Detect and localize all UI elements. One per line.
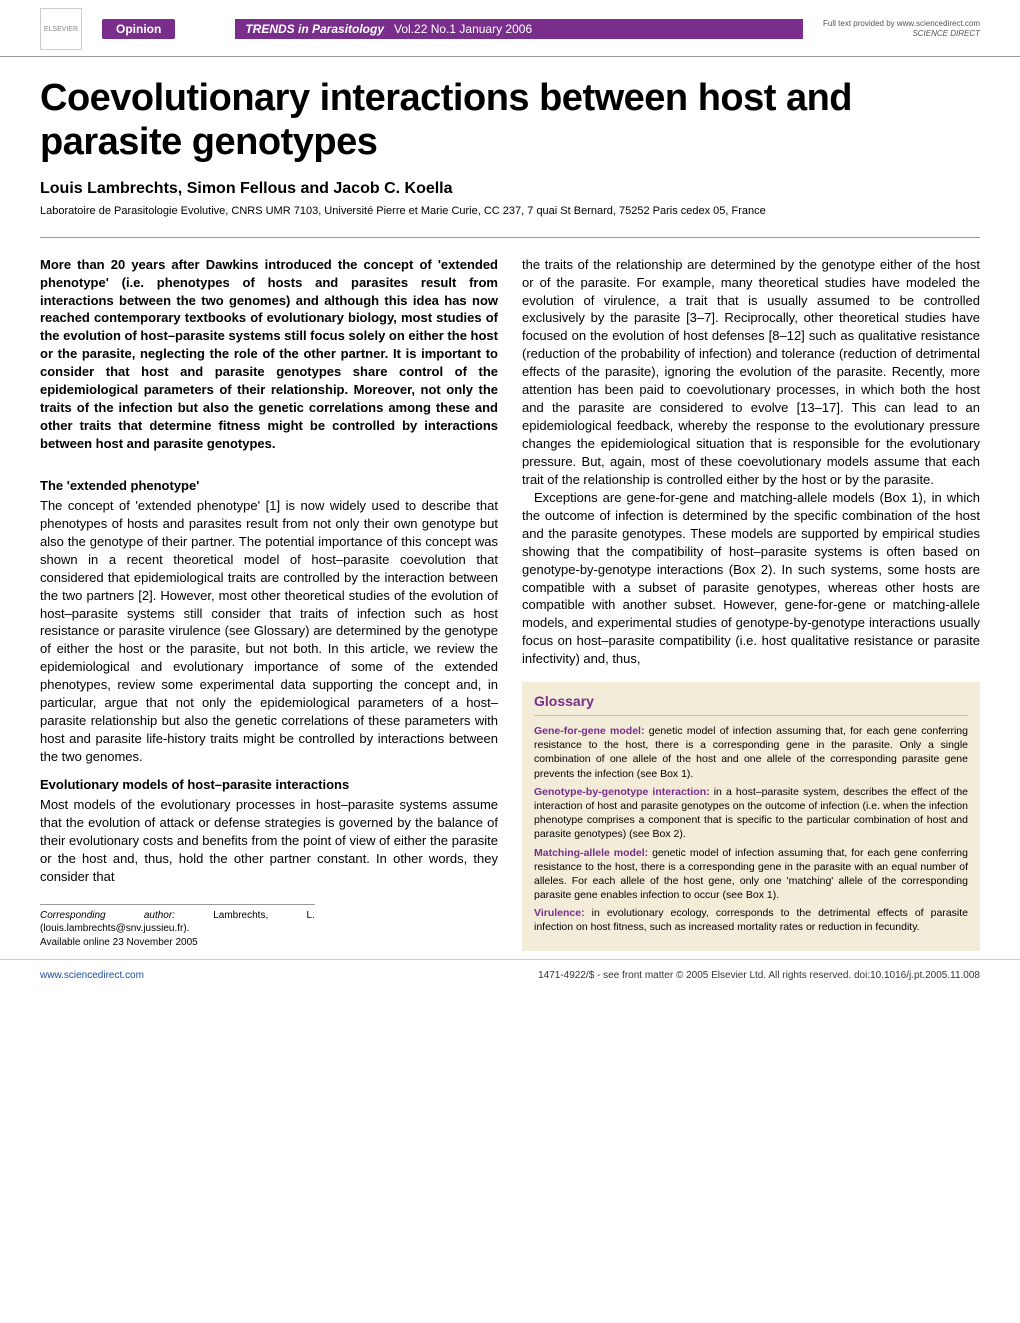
- glossary-title: Glossary: [534, 692, 968, 716]
- journal-issue: Vol.22 No.1 January 2006: [394, 22, 532, 36]
- available-online: Available online 23 November 2005: [40, 937, 198, 948]
- footer-copyright: 1471-4922/$ - see front matter © 2005 El…: [538, 970, 980, 981]
- body-paragraph: the traits of the relationship are deter…: [522, 256, 980, 489]
- provider-line-1: Full text provided by www.sciencedirect.…: [823, 19, 980, 29]
- article-title: Coevolutionary interactions between host…: [0, 57, 1020, 172]
- glossary-term: Genotype-by-genotype interaction:: [534, 786, 710, 798]
- body-paragraph: Most models of the evolutionary processe…: [40, 796, 498, 886]
- title-rule: [40, 237, 980, 238]
- article-authors: Louis Lambrechts, Simon Fellous and Jaco…: [0, 172, 1020, 204]
- glossary-entry: Genotype-by-genotype interaction: in a h…: [534, 785, 968, 842]
- glossary-term: Matching-allele model:: [534, 847, 648, 859]
- article-affiliation: Laboratoire de Parasitologie Evolutive, …: [0, 204, 1020, 236]
- publisher-logo: ELSEVIER: [40, 8, 82, 50]
- section-label: Opinion: [102, 19, 175, 39]
- provider-box: Full text provided by www.sciencedirect.…: [823, 19, 980, 38]
- right-column: the traits of the relationship are deter…: [522, 256, 980, 951]
- glossary-term: Gene-for-gene model:: [534, 725, 644, 737]
- glossary-entry: Matching-allele model: genetic model of …: [534, 846, 968, 903]
- glossary-entry: Virulence: in evolutionary ecology, corr…: [534, 906, 968, 934]
- body-paragraph: Exceptions are gene-for-gene and matchin…: [522, 489, 980, 668]
- publisher-logo-text: ELSEVIER: [44, 26, 78, 33]
- glossary-entry: Gene-for-gene model: genetic model of in…: [534, 724, 968, 781]
- left-column: More than 20 years after Dawkins introdu…: [40, 256, 498, 951]
- footer-url[interactable]: www.sciencedirect.com: [40, 970, 144, 981]
- journal-bar: TRENDS in Parasitology Vol.22 No.1 Janua…: [235, 19, 803, 39]
- section-heading: Evolutionary models of host–parasite int…: [40, 776, 498, 794]
- body-paragraph: The concept of 'extended phenotype' [1] …: [40, 497, 498, 766]
- abstract: More than 20 years after Dawkins introdu…: [40, 256, 498, 453]
- glossary-box: Glossary Gene-for-gene model: genetic mo…: [522, 682, 980, 950]
- provider-line-2: SCIENCE DIRECT: [823, 29, 980, 39]
- corresponding-label: Corresponding author:: [40, 910, 175, 921]
- page-footer: www.sciencedirect.com 1471-4922/$ - see …: [0, 959, 1020, 995]
- journal-name: TRENDS in Parasitology: [245, 22, 384, 36]
- top-bar: ELSEVIER Opinion TRENDS in Parasitology …: [0, 0, 1020, 57]
- glossary-def: in evolutionary ecology, corresponds to …: [534, 907, 968, 933]
- body-columns: More than 20 years after Dawkins introdu…: [0, 256, 1020, 951]
- corresponding-author: Corresponding author: Lambrechts, L. (lo…: [40, 904, 315, 950]
- page: ELSEVIER Opinion TRENDS in Parasitology …: [0, 0, 1020, 995]
- section-heading: The 'extended phenotype': [40, 477, 498, 495]
- glossary-term: Virulence:: [534, 907, 585, 919]
